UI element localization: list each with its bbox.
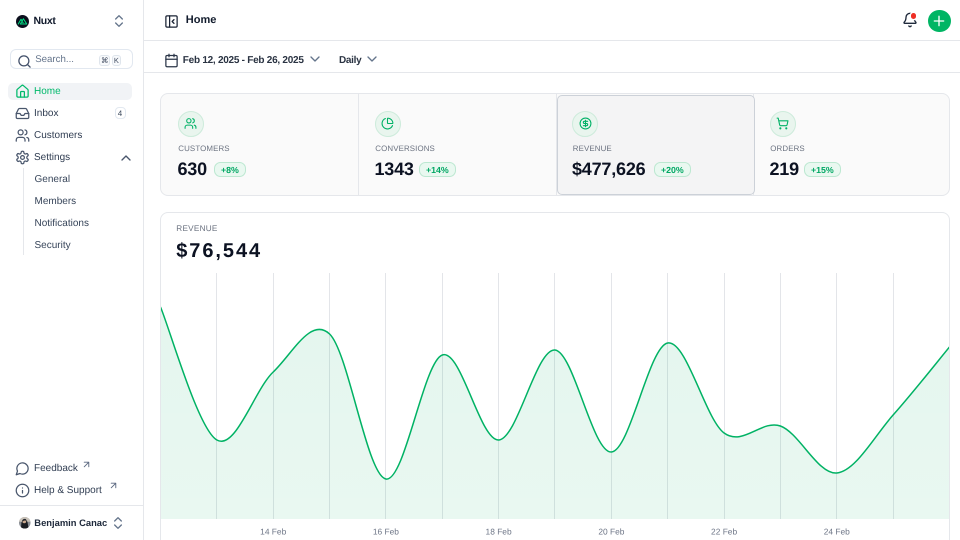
svg-text:16 Feb: 16 Feb (373, 527, 399, 537)
svg-text:24 Feb: 24 Feb (824, 527, 850, 537)
svg-text:22 Feb: 22 Feb (711, 527, 737, 537)
svg-text:14 Feb: 14 Feb (260, 527, 286, 537)
svg-text:20 Feb: 20 Feb (598, 527, 624, 537)
svg-text:18 Feb: 18 Feb (486, 527, 512, 537)
